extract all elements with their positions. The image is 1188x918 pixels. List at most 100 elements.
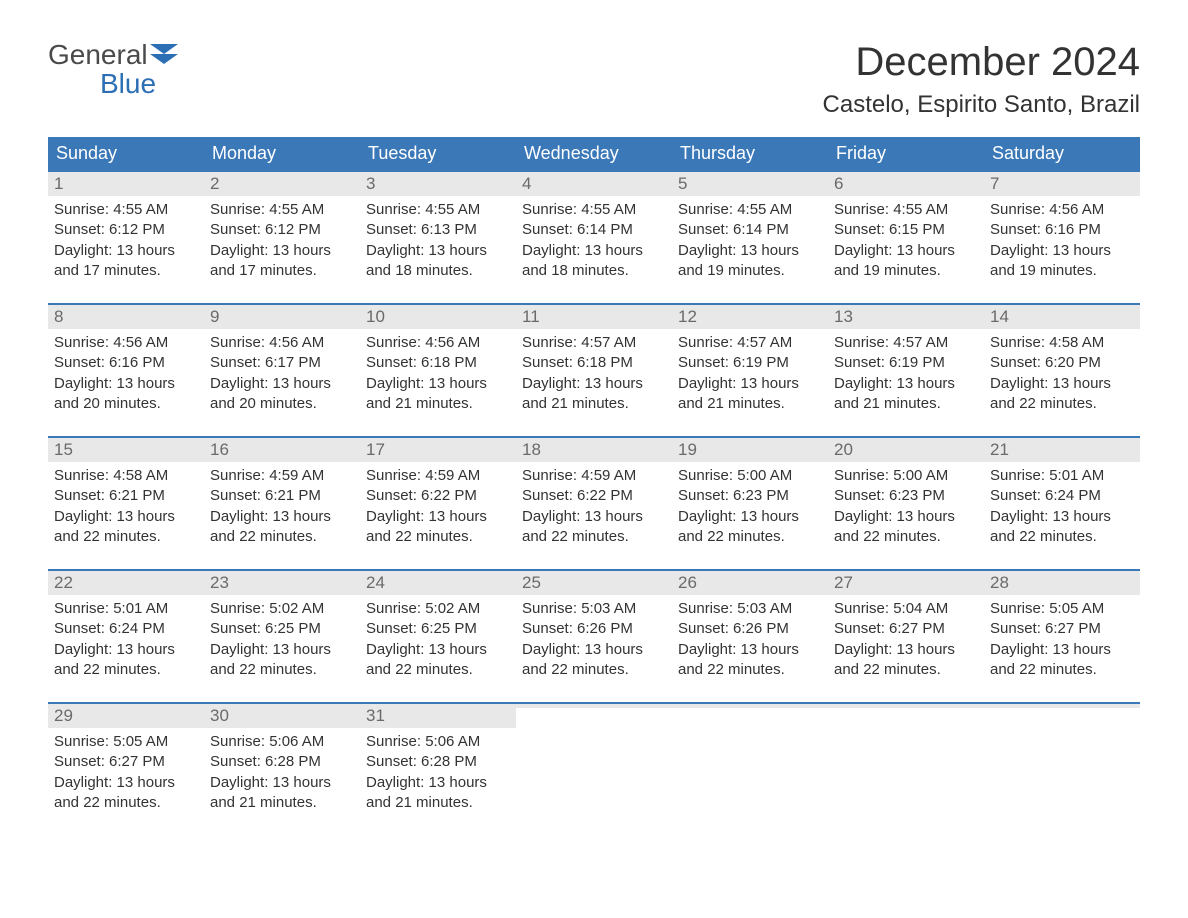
day-body: Sunrise: 4:55 AMSunset: 6:12 PMDaylight:… [48,196,204,287]
day-number: 12 [672,305,828,329]
day-number: 18 [516,438,672,462]
day-number: 11 [516,305,672,329]
day-cell: 23Sunrise: 5:02 AMSunset: 6:25 PMDayligh… [204,571,360,686]
month-title: December 2024 [823,40,1140,85]
day-body: Sunrise: 4:56 AMSunset: 6:18 PMDaylight:… [360,329,516,420]
day-number: 16 [204,438,360,462]
sunset-line: Sunset: 6:22 PM [522,486,666,506]
daylight-line: Daylight: 13 hours and 22 minutes. [54,507,198,548]
location: Castelo, Espirito Santo, Brazil [823,91,1140,119]
day-number [516,704,672,708]
sunset-line: Sunset: 6:14 PM [678,220,822,240]
sunset-line: Sunset: 6:23 PM [834,486,978,506]
day-cell: 4Sunrise: 4:55 AMSunset: 6:14 PMDaylight… [516,172,672,287]
day-cell: 16Sunrise: 4:59 AMSunset: 6:21 PMDayligh… [204,438,360,553]
day-cell: 3Sunrise: 4:55 AMSunset: 6:13 PMDaylight… [360,172,516,287]
daylight-line: Daylight: 13 hours and 21 minutes. [366,374,510,415]
day-number [984,704,1140,708]
sunrise-line: Sunrise: 4:57 AM [834,333,978,353]
daylight-line: Daylight: 13 hours and 19 minutes. [678,241,822,282]
day-number [828,704,984,708]
day-number: 6 [828,172,984,196]
sunset-line: Sunset: 6:21 PM [210,486,354,506]
day-cell: 25Sunrise: 5:03 AMSunset: 6:26 PMDayligh… [516,571,672,686]
day-number: 2 [204,172,360,196]
logo-text-general: General [48,40,148,69]
daylight-line: Daylight: 13 hours and 18 minutes. [522,241,666,282]
dow-tuesday: Tuesday [360,137,516,170]
day-body: Sunrise: 5:06 AMSunset: 6:28 PMDaylight:… [360,728,516,819]
daylight-line: Daylight: 13 hours and 20 minutes. [54,374,198,415]
sunrise-line: Sunrise: 5:03 AM [522,599,666,619]
sunrise-line: Sunrise: 5:02 AM [210,599,354,619]
daylight-line: Daylight: 13 hours and 22 minutes. [834,507,978,548]
day-body: Sunrise: 5:05 AMSunset: 6:27 PMDaylight:… [984,595,1140,686]
sunrise-line: Sunrise: 4:59 AM [522,466,666,486]
day-body: Sunrise: 4:57 AMSunset: 6:19 PMDaylight:… [672,329,828,420]
day-cell: 20Sunrise: 5:00 AMSunset: 6:23 PMDayligh… [828,438,984,553]
dow-monday: Monday [204,137,360,170]
day-number: 7 [984,172,1140,196]
day-number: 26 [672,571,828,595]
day-number: 3 [360,172,516,196]
dow-friday: Friday [828,137,984,170]
day-cell: 27Sunrise: 5:04 AMSunset: 6:27 PMDayligh… [828,571,984,686]
sunset-line: Sunset: 6:28 PM [210,752,354,772]
day-cell: 14Sunrise: 4:58 AMSunset: 6:20 PMDayligh… [984,305,1140,420]
day-body: Sunrise: 4:57 AMSunset: 6:19 PMDaylight:… [828,329,984,420]
daylight-line: Daylight: 13 hours and 17 minutes. [54,241,198,282]
title-block: December 2024 Castelo, Espirito Santo, B… [823,40,1140,119]
sunrise-line: Sunrise: 4:56 AM [366,333,510,353]
sunrise-line: Sunrise: 4:55 AM [210,200,354,220]
day-number: 5 [672,172,828,196]
sunrise-line: Sunrise: 4:56 AM [990,200,1134,220]
daylight-line: Daylight: 13 hours and 22 minutes. [678,507,822,548]
day-body: Sunrise: 5:04 AMSunset: 6:27 PMDaylight:… [828,595,984,686]
day-body: Sunrise: 5:01 AMSunset: 6:24 PMDaylight:… [48,595,204,686]
day-number: 10 [360,305,516,329]
day-body: Sunrise: 4:56 AMSunset: 6:16 PMDaylight:… [984,196,1140,287]
sunrise-line: Sunrise: 4:55 AM [522,200,666,220]
calendar: SundayMondayTuesdayWednesdayThursdayFrid… [48,137,1140,819]
day-cell: 6Sunrise: 4:55 AMSunset: 6:15 PMDaylight… [828,172,984,287]
daylight-line: Daylight: 13 hours and 21 minutes. [834,374,978,415]
daylight-line: Daylight: 13 hours and 22 minutes. [366,640,510,681]
sunrise-line: Sunrise: 4:55 AM [54,200,198,220]
day-cell: 1Sunrise: 4:55 AMSunset: 6:12 PMDaylight… [48,172,204,287]
sunrise-line: Sunrise: 5:06 AM [210,732,354,752]
day-number: 22 [48,571,204,595]
sunset-line: Sunset: 6:26 PM [522,619,666,639]
day-number: 4 [516,172,672,196]
day-cell: 10Sunrise: 4:56 AMSunset: 6:18 PMDayligh… [360,305,516,420]
sunrise-line: Sunrise: 4:57 AM [678,333,822,353]
daylight-line: Daylight: 13 hours and 22 minutes. [834,640,978,681]
day-body: Sunrise: 5:05 AMSunset: 6:27 PMDaylight:… [48,728,204,819]
daylight-line: Daylight: 13 hours and 19 minutes. [990,241,1134,282]
day-number: 27 [828,571,984,595]
day-number: 9 [204,305,360,329]
day-number: 29 [48,704,204,728]
daylight-line: Daylight: 13 hours and 21 minutes. [522,374,666,415]
daylight-line: Daylight: 13 hours and 20 minutes. [210,374,354,415]
day-number: 31 [360,704,516,728]
sunset-line: Sunset: 6:22 PM [366,486,510,506]
day-body: Sunrise: 5:01 AMSunset: 6:24 PMDaylight:… [984,462,1140,553]
sunset-line: Sunset: 6:27 PM [834,619,978,639]
sunset-line: Sunset: 6:27 PM [990,619,1134,639]
sunrise-line: Sunrise: 4:58 AM [54,466,198,486]
sunset-line: Sunset: 6:18 PM [366,353,510,373]
daylight-line: Daylight: 13 hours and 21 minutes. [210,773,354,814]
sunset-line: Sunset: 6:28 PM [366,752,510,772]
logo-text-blue: Blue [100,69,178,98]
day-number: 24 [360,571,516,595]
sunset-line: Sunset: 6:16 PM [990,220,1134,240]
daylight-line: Daylight: 13 hours and 22 minutes. [366,507,510,548]
day-cell [828,704,984,819]
logo: General Blue [48,40,178,99]
day-cell: 2Sunrise: 4:55 AMSunset: 6:12 PMDaylight… [204,172,360,287]
day-cell: 15Sunrise: 4:58 AMSunset: 6:21 PMDayligh… [48,438,204,553]
week-row: 29Sunrise: 5:05 AMSunset: 6:27 PMDayligh… [48,702,1140,819]
sunset-line: Sunset: 6:13 PM [366,220,510,240]
day-cell: 13Sunrise: 4:57 AMSunset: 6:19 PMDayligh… [828,305,984,420]
sunrise-line: Sunrise: 5:00 AM [834,466,978,486]
